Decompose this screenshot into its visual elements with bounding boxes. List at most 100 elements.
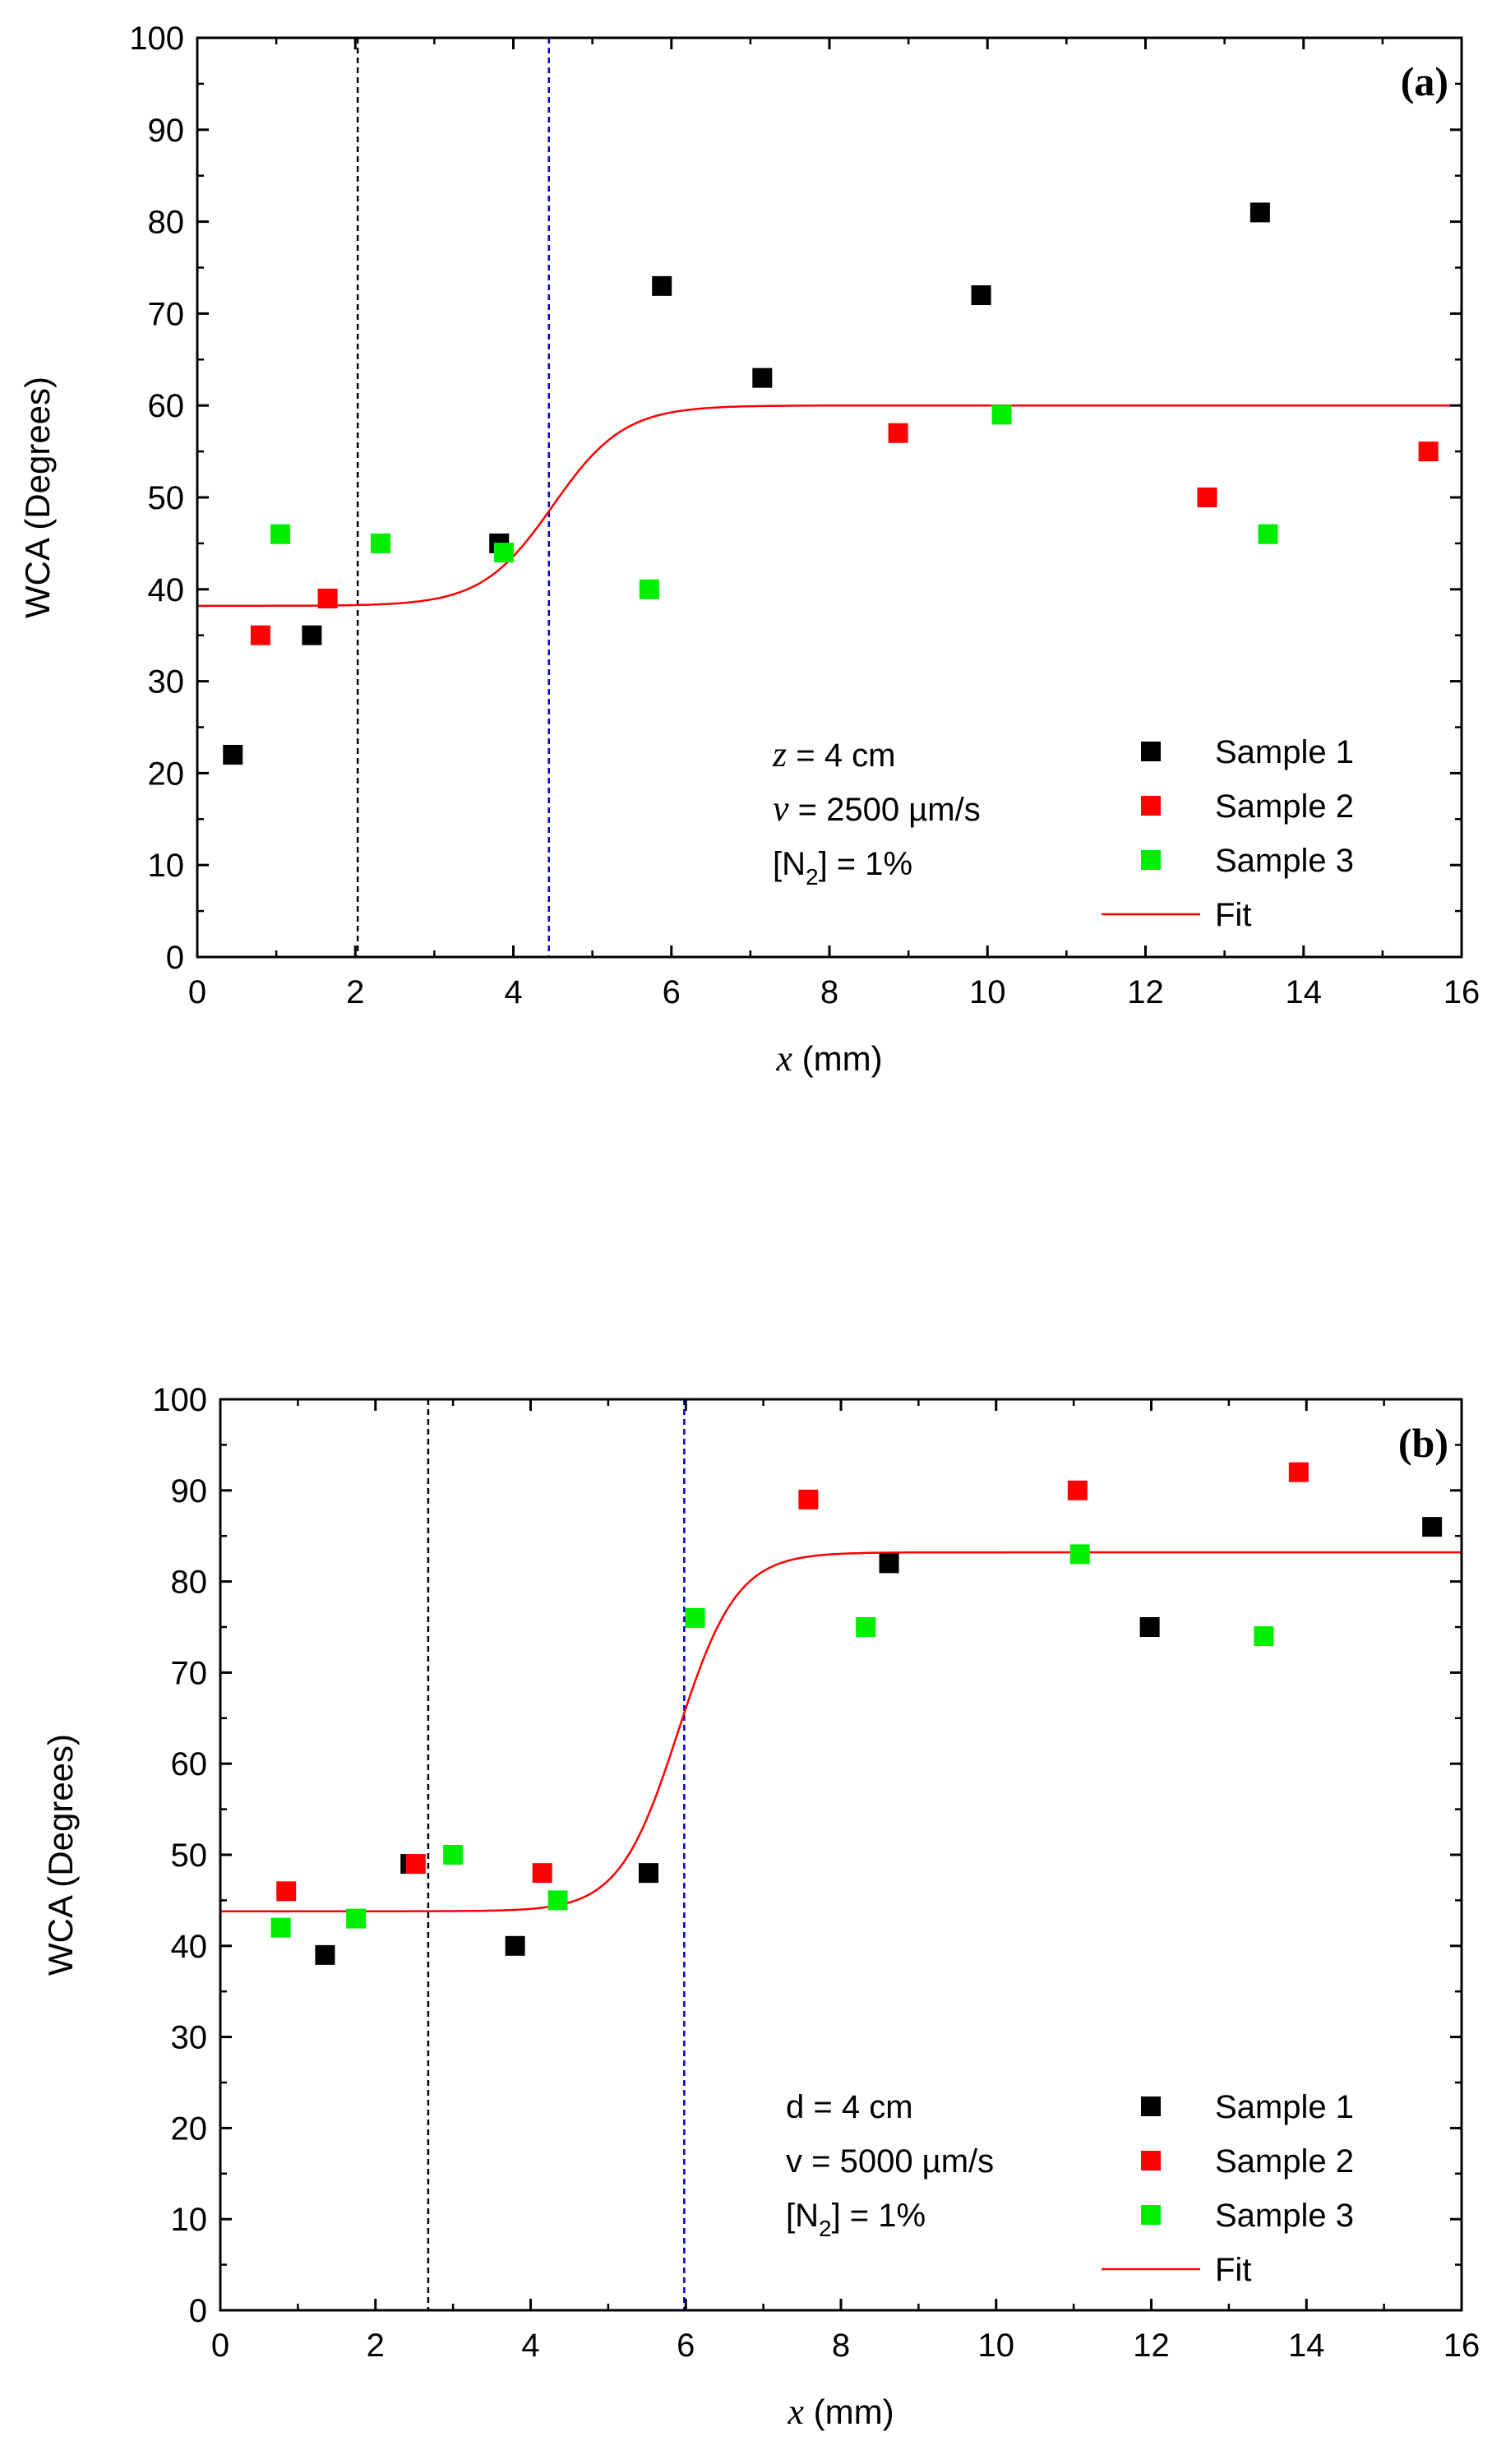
x-axis-label: x (mm) [787, 2392, 894, 2432]
y-tick-label: 100 [152, 1382, 207, 1418]
y-tick-label: 10 [171, 2202, 208, 2238]
annotation-text: = 4 cm [787, 737, 895, 774]
fit-curve [220, 1551, 1462, 1912]
chart-panel-a: 0 2 4 6 8 10 12 14 16 0 10 20 30 40 50 60 70 80 90 100 x (mm… [18, 21, 1480, 1079]
condition-annotation: z = 4 cm [772, 734, 895, 774]
x-axis-label-unit: (mm) [792, 1039, 883, 1078]
fit-curve [197, 404, 1462, 608]
x-tick-label: 14 [1288, 2328, 1325, 2364]
annotation-subscript: 2 [806, 864, 819, 890]
y-tick-label: 0 [166, 940, 184, 976]
x-axis-label-unit: (mm) [804, 2392, 894, 2431]
data-point-sample-2 [1418, 441, 1439, 462]
data-point-sample-3 [547, 1890, 568, 1911]
chart-panel-b: 0 2 4 6 8 10 12 14 16 0 10 20 30 40 50 60 70 80 90 100 x (mm… [41, 1382, 1480, 2432]
x-tick-label: 2 [367, 2328, 385, 2364]
legend-label-fit: Fit [1215, 897, 1251, 933]
annotation-text: d = 4 cm [786, 2089, 913, 2125]
x-tick-label: 16 [1443, 2328, 1480, 2364]
x-axis-label-variable: x [787, 2392, 804, 2432]
data-point-sample-3 [856, 1617, 876, 1637]
x-tick-label: 4 [504, 974, 522, 1010]
x-axis-label-variable: x [775, 1038, 792, 1079]
data-point-sample-2 [1067, 1480, 1088, 1500]
data-point-sample-1 [638, 1863, 658, 1884]
y-tick-label: 60 [148, 388, 185, 424]
data-point-sample-3 [346, 1908, 367, 1929]
legend-marker-sample-2 [1141, 2151, 1161, 2170]
legend-label-sample-3: Sample 3 [1215, 843, 1354, 879]
y-axis-label: WCA (Degrees) [18, 377, 57, 618]
legend-label-sample-1: Sample 1 [1215, 734, 1354, 770]
data-point-sample-3 [685, 1607, 705, 1628]
x-tick-label: 16 [1443, 974, 1480, 1010]
data-point-sample-3 [443, 1845, 464, 1865]
y-tick-label: 90 [171, 1473, 208, 1509]
data-point-sample-1 [1422, 1517, 1443, 1537]
y-tick-label: 10 [148, 848, 185, 884]
legend-marker-sample-3 [1141, 2205, 1161, 2225]
data-point-sample-2 [888, 423, 908, 443]
y-tick-label: 80 [171, 1565, 208, 1601]
legend-label-sample-2: Sample 2 [1215, 2143, 1354, 2180]
data-point-sample-2 [317, 588, 338, 608]
annotation-text: = 2500 µm/s [789, 792, 981, 828]
data-point-sample-2 [276, 1881, 297, 1902]
y-tick-label: 20 [171, 2110, 208, 2147]
data-point-sample-2 [1197, 488, 1217, 507]
y-tick-label: 70 [148, 296, 185, 332]
data-point-sample-1 [223, 745, 243, 765]
annotation-variable: v [773, 788, 789, 829]
y-tick-label: 100 [129, 21, 184, 57]
legend-label-sample-2: Sample 2 [1215, 788, 1354, 825]
condition-annotation: d = 4 cm [786, 2089, 913, 2125]
data-point-sample-3 [270, 1917, 291, 1938]
x-tick-label: 14 [1286, 974, 1323, 1010]
x-tick-label: 6 [677, 2328, 695, 2364]
x-tick-label: 0 [211, 2328, 229, 2364]
y-tick-label: 60 [171, 1746, 208, 1782]
x-tick-label: 12 [1133, 2328, 1170, 2364]
data-point-sample-1 [315, 1944, 335, 1965]
y-tick-label: 70 [171, 1655, 208, 1691]
data-point-sample-1 [879, 1553, 899, 1574]
data-point-sample-3 [371, 533, 391, 553]
y-tick-label: 20 [148, 756, 185, 792]
annotation-text: [N [773, 846, 806, 882]
condition-annotation: v = 2500 µm/s [773, 788, 981, 829]
x-axis-label: x (mm) [775, 1038, 882, 1079]
legend-marker-sample-3 [1141, 850, 1161, 870]
legend-label-fit: Fit [1215, 2252, 1251, 2288]
x-tick-label: 10 [969, 974, 1006, 1010]
legend-marker-sample-2 [1141, 796, 1161, 816]
condition-annotation: v = 5000 µm/s [786, 2143, 994, 2180]
annotation-text-end: ] = 1% [832, 2198, 926, 2234]
y-tick-label: 30 [148, 664, 185, 700]
x-tick-label: 12 [1127, 974, 1164, 1010]
y-tick-label: 30 [171, 2020, 208, 2056]
x-tick-label: 0 [188, 974, 206, 1010]
data-point-sample-2 [532, 1863, 552, 1884]
y-tick-label: 50 [171, 1838, 208, 1874]
panel-label: (b) [1398, 1420, 1448, 1466]
data-point-sample-3 [1258, 524, 1278, 544]
y-tick-label: 90 [148, 113, 185, 149]
data-point-sample-2 [798, 1489, 819, 1509]
data-point-sample-1 [1249, 202, 1270, 223]
data-point-sample-2 [250, 625, 270, 645]
data-point-sample-1 [752, 368, 773, 388]
data-point-sample-2 [1288, 1462, 1309, 1482]
data-point-sample-3 [1254, 1626, 1274, 1647]
y-tick-label: 80 [148, 205, 185, 241]
annotation-text: v = 5000 µm/s [786, 2143, 994, 2180]
data-point-sample-3 [493, 543, 514, 563]
condition-annotation: [N2] = 1% [786, 2198, 926, 2241]
legend-label-sample-1: Sample 1 [1215, 2089, 1354, 2125]
y-tick-label: 40 [171, 1929, 208, 1965]
annotation-text: [N [786, 2198, 819, 2234]
y-tick-label: 0 [189, 2293, 207, 2329]
x-tick-label: 10 [978, 2328, 1015, 2364]
panel-label: (a) [1401, 58, 1448, 104]
data-point-sample-1 [302, 625, 322, 645]
data-point-sample-3 [1069, 1544, 1090, 1565]
